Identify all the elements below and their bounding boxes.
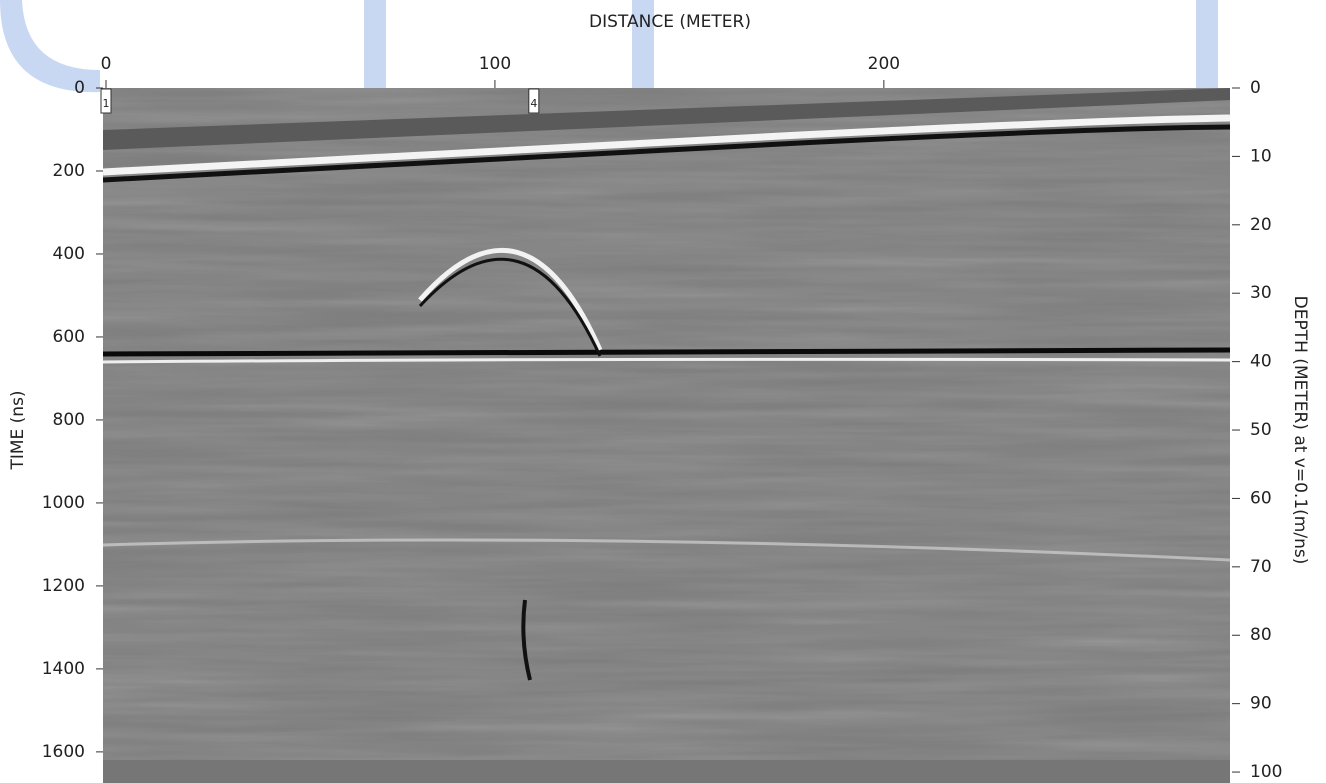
y2-tick-label: 60	[1250, 488, 1272, 508]
x-axis-label: DISTANCE (METER)	[589, 12, 751, 32]
y2-tick-label: 20	[1250, 215, 1272, 235]
x-tick-label: 0	[101, 54, 112, 74]
y-tick-label: 1200	[42, 576, 85, 596]
y2-axis-label: DEPTH (METER) at v=0.1(m/ns)	[1290, 296, 1310, 565]
y2-tick-label: 70	[1250, 557, 1272, 577]
y-tick-label: 1000	[42, 493, 85, 513]
y2-tick-label: 30	[1250, 283, 1272, 303]
y-tick-label: 200	[53, 161, 85, 181]
y2-tick-label: 50	[1250, 420, 1272, 440]
background-decor	[0, 0, 1218, 93]
y2-tick-label: 90	[1250, 694, 1272, 714]
fiducial-marker	[528, 88, 540, 114]
y-tick-label: 1600	[42, 742, 85, 762]
y-tick-label: 600	[53, 327, 85, 347]
radargram-image	[103, 88, 1230, 783]
fiducial-marker	[100, 88, 112, 114]
x-tick-label: 100	[479, 54, 511, 74]
fiducial-label: 4	[530, 97, 537, 110]
y2-tick-label: 100	[1250, 762, 1282, 782]
x-tick-label: 200	[868, 54, 900, 74]
y2-tick-label: 0	[1250, 78, 1261, 98]
y2-tick-label: 80	[1250, 625, 1272, 645]
y-tick-label: 400	[53, 244, 85, 264]
y-tick-label: 800	[53, 410, 85, 430]
y2-tick-label: 40	[1250, 352, 1272, 372]
y-tick-label: 0	[74, 78, 85, 98]
y-axis-label: TIME (ns)	[8, 390, 28, 470]
y2-tick-label: 10	[1250, 146, 1272, 166]
fiducial-label: 1	[103, 97, 110, 110]
y-tick-label: 1400	[42, 659, 85, 679]
